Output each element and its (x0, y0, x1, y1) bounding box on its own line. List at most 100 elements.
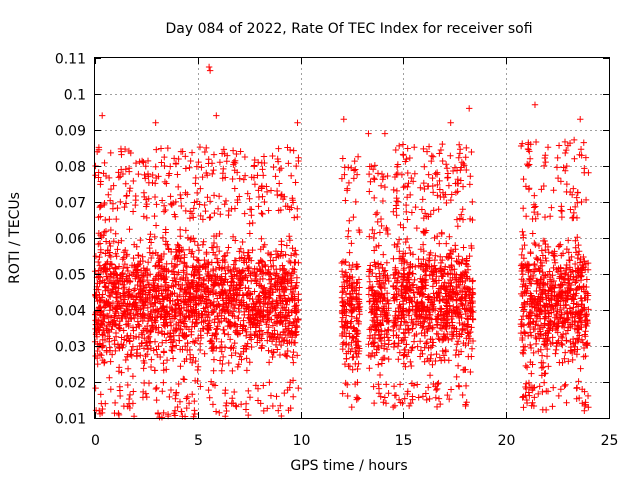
data-point (255, 259, 263, 267)
data-point (214, 259, 222, 266)
data-point (439, 347, 446, 355)
data-point (239, 267, 247, 275)
data-point (563, 337, 570, 344)
data-point (569, 214, 576, 222)
data-point (196, 295, 203, 303)
data-point (266, 379, 273, 386)
data-point (353, 290, 360, 297)
data-point (423, 148, 431, 155)
data-point (182, 286, 189, 293)
data-point (218, 348, 225, 355)
data-point (396, 255, 403, 262)
data-point (94, 354, 101, 362)
data-point (139, 288, 147, 295)
data-point (367, 178, 374, 185)
data-point (157, 353, 164, 361)
data-point (249, 295, 256, 303)
data-point (338, 268, 346, 275)
data-point (104, 246, 112, 254)
data-point (393, 211, 400, 219)
data-point (355, 226, 363, 234)
data-point (260, 153, 268, 160)
data-point (205, 261, 212, 269)
data-point (180, 304, 188, 311)
data-point (345, 341, 353, 349)
data-point (258, 210, 265, 217)
data-point (345, 348, 352, 355)
data-point (272, 173, 279, 180)
data-point (267, 333, 274, 341)
data-point (583, 316, 591, 324)
data-point (94, 360, 101, 368)
data-point (538, 372, 546, 379)
data-point (242, 325, 249, 333)
data-point (206, 394, 213, 401)
data-point (168, 307, 176, 315)
data-point (237, 148, 244, 155)
data-point (151, 309, 159, 316)
data-markers (91, 63, 592, 421)
data-point (346, 249, 353, 256)
data-point (459, 391, 466, 399)
data-point (191, 397, 198, 405)
data-point (190, 205, 197, 212)
data-point (265, 347, 272, 354)
data-point (430, 303, 437, 310)
data-point (519, 292, 526, 300)
data-point (577, 265, 585, 273)
data-point (207, 275, 215, 282)
data-point (403, 155, 410, 163)
data-point (258, 270, 266, 278)
data-point (559, 288, 566, 296)
data-point (219, 264, 226, 271)
data-point (444, 305, 451, 312)
data-point (571, 155, 578, 162)
data-point (99, 344, 106, 351)
data-point (250, 162, 258, 169)
data-point (349, 366, 356, 373)
data-point (209, 401, 217, 408)
data-point (152, 385, 160, 393)
data-point (549, 403, 556, 410)
data-point (569, 295, 577, 302)
data-point (466, 335, 474, 342)
data-point (281, 292, 288, 299)
data-point (520, 308, 527, 315)
data-point (426, 272, 433, 279)
data-point (407, 358, 414, 366)
data-point (398, 318, 405, 325)
data-point (455, 276, 462, 283)
data-point (118, 151, 125, 158)
data-point (539, 388, 546, 396)
data-point (578, 285, 585, 293)
data-point (530, 318, 537, 325)
data-point (193, 301, 200, 308)
data-point (212, 276, 220, 284)
data-point (546, 301, 553, 308)
data-point (98, 352, 105, 359)
data-point (120, 300, 127, 307)
data-point (140, 189, 148, 196)
data-point (467, 312, 474, 319)
data-point (575, 325, 583, 332)
data-point (433, 330, 440, 337)
data-point (353, 263, 361, 271)
y-tick-label: 0.07 (55, 196, 86, 212)
data-point (447, 270, 454, 277)
data-point (371, 194, 378, 202)
data-point (566, 321, 574, 328)
data-point (543, 352, 551, 360)
data-point (103, 298, 111, 306)
data-point (370, 174, 378, 182)
data-point (116, 318, 124, 325)
data-point (374, 342, 382, 350)
data-point (182, 189, 189, 196)
data-point (275, 207, 282, 214)
data-point (550, 305, 557, 312)
data-point (154, 263, 162, 270)
data-point (395, 334, 402, 341)
data-point (94, 347, 101, 355)
data-point (120, 327, 127, 334)
data-point (449, 331, 456, 338)
data-point (352, 166, 359, 173)
